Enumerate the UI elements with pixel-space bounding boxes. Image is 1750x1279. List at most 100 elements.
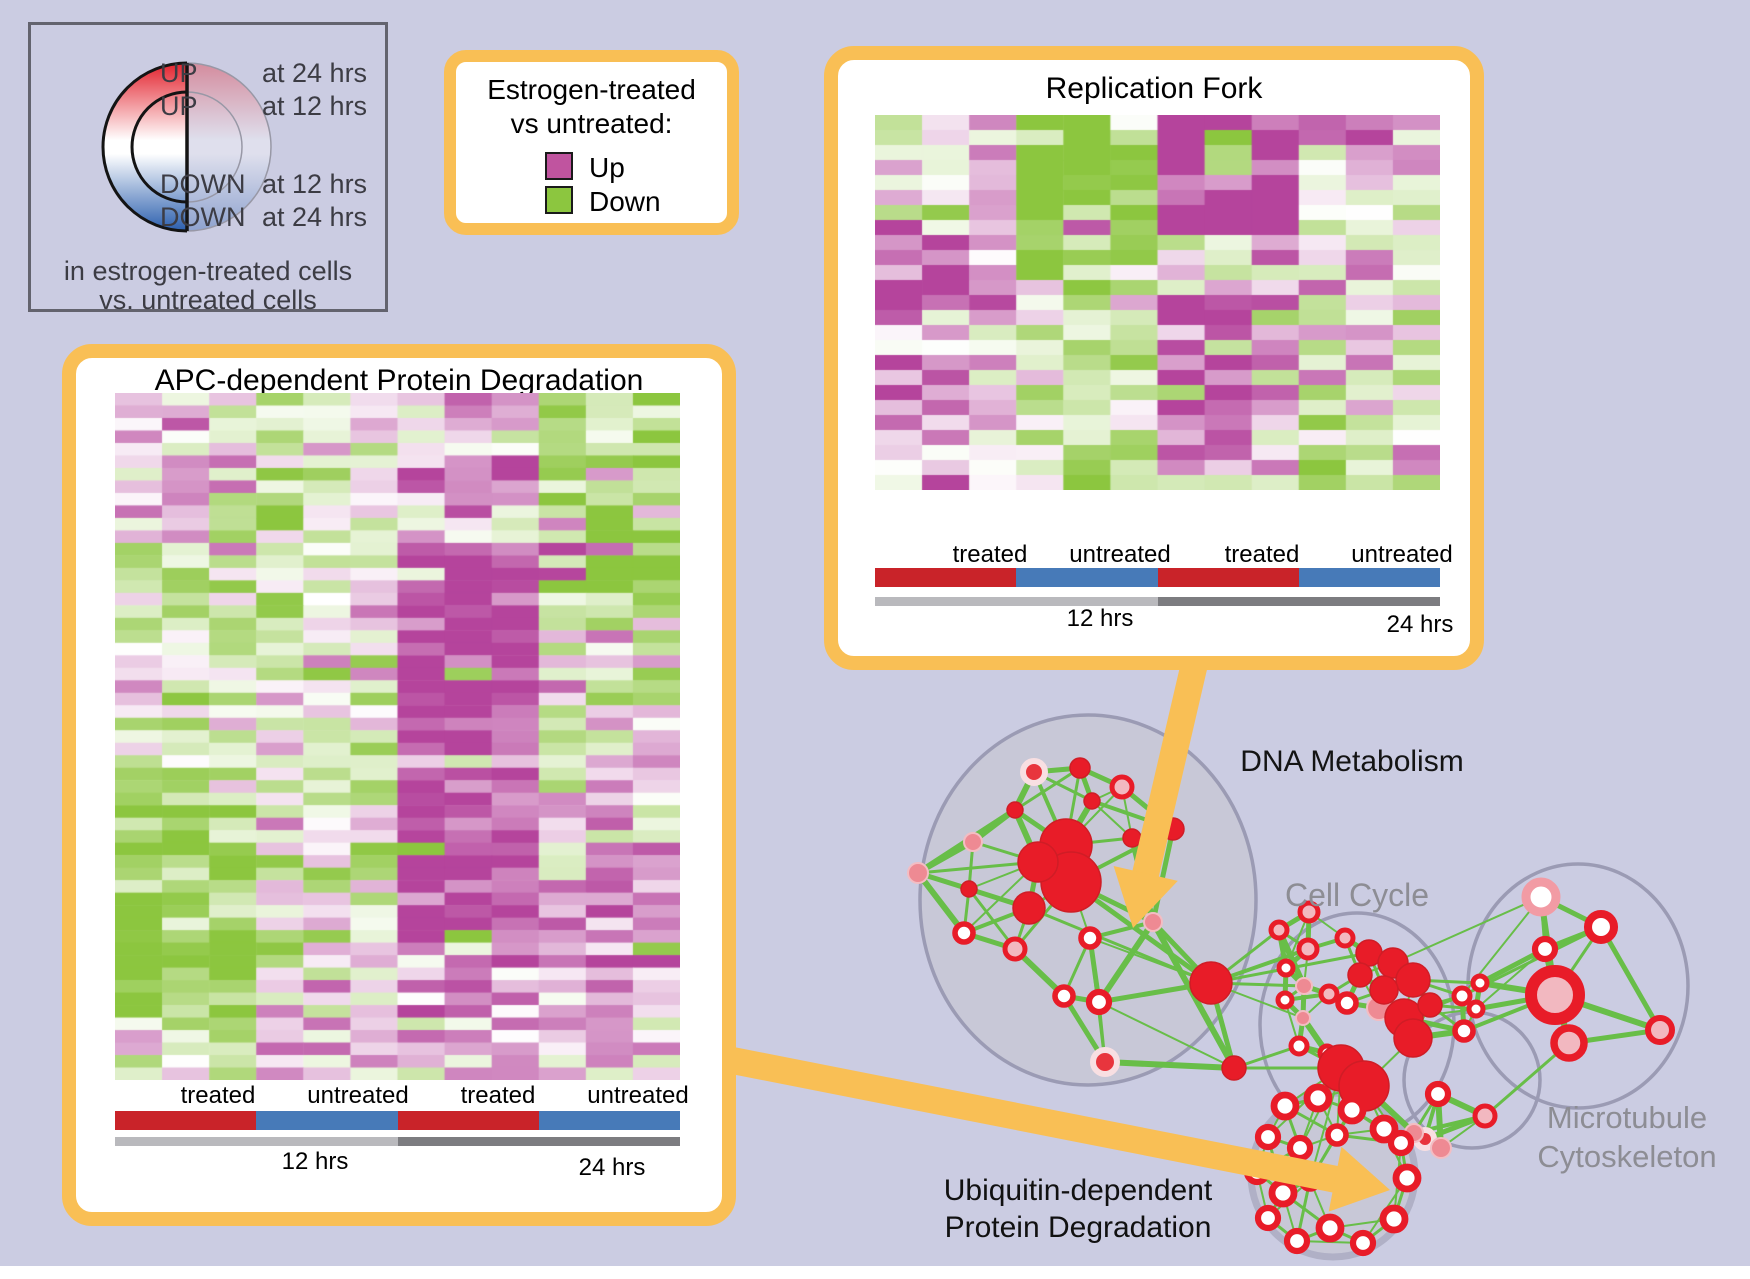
gene-node	[1645, 1015, 1675, 1045]
gene-node	[1393, 1018, 1433, 1058]
time-label-12hrs: 12 hrs	[1066, 605, 1134, 632]
gene-node	[963, 832, 983, 852]
gene-node	[1283, 1227, 1311, 1255]
gene-node	[1109, 774, 1135, 800]
untreated-bar	[1016, 568, 1158, 587]
gene-node	[1078, 926, 1102, 950]
fork-panel-title: Replication Fork	[1045, 72, 1263, 105]
color-legend-box: Estrogen-treated vs untreated: Up Down	[444, 50, 739, 235]
gene-node	[1583, 909, 1619, 945]
down-color-swatch	[545, 186, 573, 214]
gene-node	[1349, 1229, 1377, 1257]
updown-row: UP at 24 hrs	[31, 58, 385, 90]
network-nodes	[907, 757, 1675, 1257]
direction-label: UP	[160, 91, 198, 121]
gene-node	[1286, 1134, 1314, 1162]
gene-node	[1335, 991, 1359, 1015]
updown-row: DOWN at 12 hrs	[31, 169, 385, 201]
up-label: Up	[589, 152, 625, 183]
timepoint-bar-24hrs	[397, 1137, 680, 1146]
replication-fork-heatmap	[875, 115, 1440, 490]
gene-node	[1387, 1129, 1415, 1157]
gene-node	[1297, 900, 1321, 924]
gene-node	[1337, 1095, 1367, 1125]
time-label-24hrs: 24 hrs	[578, 1154, 646, 1181]
gene-node	[1395, 962, 1431, 998]
gene-node	[907, 862, 929, 884]
legend-caption-line2: vs. untreated cells	[99, 285, 317, 315]
microtubule-label-line2: Cytoskeleton	[1537, 1139, 1717, 1174]
time-label: at 24 hrs	[262, 202, 368, 232]
time-label: at 24 hrs	[262, 58, 368, 88]
microtubule-cytoskeleton-label: Microtubule Cytoskeleton	[1457, 1098, 1750, 1176]
gene-node	[1221, 1055, 1247, 1081]
treated-bar	[875, 568, 1017, 587]
gene-node	[1369, 1114, 1399, 1144]
untreated-bar	[538, 1111, 680, 1130]
gene-node	[1369, 975, 1399, 1005]
gene-node	[1451, 985, 1473, 1007]
gene-node	[1295, 977, 1313, 995]
ubiquitin-degradation-label: Ubiquitin-dependent Protein Degradation	[878, 1172, 1278, 1246]
ubiquitin-label-line2: Protein Degradation	[944, 1211, 1212, 1244]
gene-node	[1296, 937, 1320, 961]
microtubule-label-line1: Microtubule	[1546, 1100, 1708, 1135]
gene-node	[1430, 1137, 1452, 1159]
color-legend-title-line2: vs untreated:	[510, 108, 673, 139]
dna-metabolism-label: DNA Metabolism	[1240, 745, 1464, 778]
cluster-mt	[1466, 862, 1690, 1110]
legend-item-down: Down	[545, 186, 661, 217]
group-label-3: treated	[1224, 541, 1300, 568]
updown-row: UP at 12 hrs	[31, 91, 385, 123]
gene-node	[1525, 965, 1585, 1025]
group-label-2: untreated	[1069, 541, 1171, 568]
apc-heatmap-panel: APC-dependent Protein Degradation treate…	[62, 344, 736, 1226]
gene-node	[1424, 1080, 1452, 1108]
gene-node	[1012, 891, 1046, 925]
gene-node	[1006, 801, 1024, 819]
treated-bar	[397, 1111, 539, 1130]
group-label-3: treated	[460, 1082, 536, 1109]
timepoint-bar-12hrs	[115, 1137, 398, 1146]
group-label-1: treated	[952, 541, 1028, 568]
updown-legend-box: UP at 24 hrs UP at 12 hrs DOWN at 12 hrs…	[28, 22, 388, 315]
gene-node	[1295, 1010, 1311, 1026]
gene-node	[1276, 958, 1296, 978]
treated-bar	[115, 1111, 257, 1130]
gene-node	[1002, 936, 1028, 962]
gene-node	[1275, 990, 1295, 1010]
group-label-1: treated	[180, 1082, 256, 1109]
time-label-12hrs: 12 hrs	[281, 1148, 349, 1175]
untreated-bar	[256, 1111, 398, 1130]
gene-node	[1017, 841, 1059, 883]
up-color-swatch	[545, 152, 573, 180]
gene-node	[1392, 1163, 1422, 1193]
color-legend-title-line1: Estrogen-treated	[487, 74, 696, 105]
gene-node	[1325, 1123, 1349, 1147]
gene-node	[1466, 999, 1486, 1019]
gene-node	[1254, 1123, 1282, 1151]
apc-panel-title: APC-dependent Protein Degradation	[154, 364, 644, 397]
gene-node	[1268, 919, 1290, 941]
gene-node	[1288, 1035, 1310, 1057]
gene-node	[1315, 1213, 1345, 1243]
gene-node	[952, 921, 976, 945]
gene-node	[1189, 961, 1233, 1005]
gene-node	[1472, 1103, 1498, 1129]
updown-row: DOWN at 24 hrs	[31, 202, 385, 234]
gene-node	[1254, 1204, 1282, 1232]
gene-node	[1521, 877, 1561, 917]
legend-caption-line1: in estrogen-treated cells	[63, 256, 353, 286]
time-label-24hrs: 24 hrs	[1386, 611, 1454, 638]
gene-node	[1334, 927, 1356, 949]
gene-node	[1085, 988, 1113, 1016]
down-label: Down	[589, 186, 661, 217]
gene-node	[1090, 1047, 1120, 1077]
legend-item-up: Up	[545, 152, 625, 183]
untreated-bar	[1298, 568, 1440, 587]
timepoint-bar-12hrs	[875, 597, 1158, 606]
panel-arrows	[727, 649, 1390, 1212]
gene-node	[1083, 792, 1101, 810]
direction-label: UP	[160, 58, 198, 88]
